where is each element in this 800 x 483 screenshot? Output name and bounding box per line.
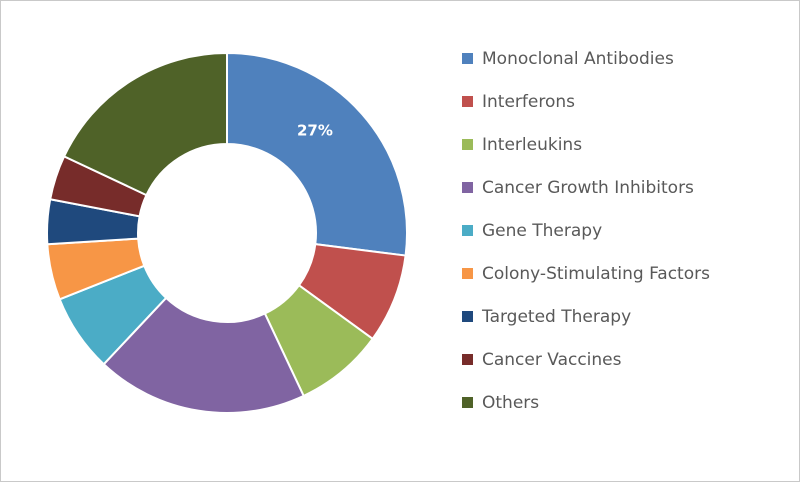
legend-swatch — [462, 139, 473, 150]
slice-cancer-growth-inhibitors — [102, 296, 305, 414]
legend-label: Others — [482, 392, 540, 413]
legend-item: Cancer Growth Inhibitors — [462, 166, 710, 209]
data-label: 27% — [297, 122, 333, 140]
legend-swatch — [462, 397, 473, 408]
legend-swatch — [462, 311, 473, 322]
legend-swatch — [462, 268, 473, 279]
legend: Monoclonal Antibodies Interferons Interleu… — [462, 37, 710, 424]
legend-label: Cancer Vaccines — [482, 349, 622, 370]
legend-item: Targeted Therapy — [462, 295, 710, 338]
legend-item: Interleukins — [462, 123, 710, 166]
legend-item: Interferons — [462, 80, 710, 123]
legend-swatch — [462, 96, 473, 107]
legend-item: Gene Therapy — [462, 209, 710, 252]
legend-label: Interleukins — [482, 134, 583, 155]
legend-swatch — [462, 354, 473, 365]
legend-label: Gene Therapy — [482, 220, 603, 241]
legend-swatch — [462, 225, 473, 236]
legend-swatch — [462, 53, 473, 64]
legend-label: Cancer Growth Inhibitors — [482, 177, 694, 198]
legend-item: Cancer Vaccines — [462, 338, 710, 381]
legend-label: Monoclonal Antibodies — [482, 48, 674, 69]
slice-others — [63, 52, 228, 197]
legend-item: Monoclonal Antibodies — [462, 37, 710, 80]
legend-label: Interferons — [482, 91, 575, 112]
legend-item: Others — [462, 381, 710, 424]
legend-swatch — [462, 182, 473, 193]
slice-monoclonal-antibodies — [226, 52, 408, 257]
legend-label: Colony-Stimulating Factors — [482, 263, 710, 284]
legend-label: Targeted Therapy — [482, 306, 632, 327]
legend-item: Colony-Stimulating Factors — [462, 252, 710, 295]
